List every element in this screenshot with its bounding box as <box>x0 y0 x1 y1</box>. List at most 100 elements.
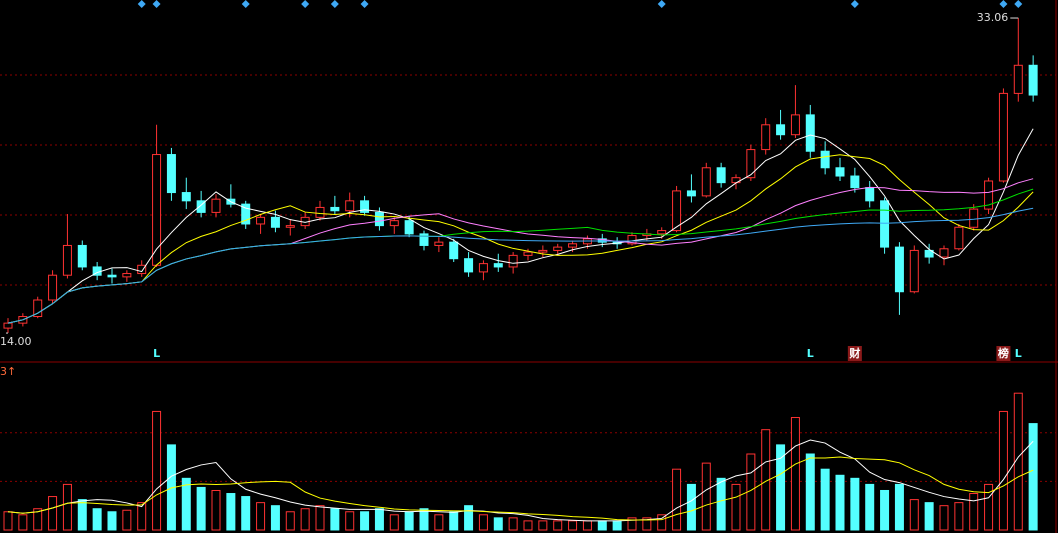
marker-label: L <box>807 347 814 360</box>
volume-bar <box>449 511 459 531</box>
candle-body <box>909 249 919 293</box>
volume-bar <box>701 462 711 531</box>
volume-bar <box>62 483 72 531</box>
candle-body <box>984 180 994 210</box>
volume-bar <box>137 502 147 531</box>
candle-body <box>746 149 756 179</box>
volume-bar <box>241 496 251 531</box>
candle-body <box>404 220 414 235</box>
volume-bar <box>538 520 548 531</box>
candle-body <box>657 230 667 235</box>
volume-bar <box>374 508 384 531</box>
signal-diamond <box>657 0 666 8</box>
volume-bar <box>493 517 503 531</box>
volume-bar <box>1013 392 1023 531</box>
volume-bar <box>984 483 994 531</box>
annotation-label: 33.06 <box>977 11 1009 24</box>
candle-body <box>553 246 563 251</box>
volume-bar <box>256 502 266 531</box>
candle-body <box>761 124 771 151</box>
candle-body <box>62 244 72 276</box>
candle-body <box>790 114 800 136</box>
signal-diamond <box>360 0 369 8</box>
candle-body <box>77 244 87 268</box>
volume-bar <box>285 511 295 531</box>
volume-bar <box>18 514 28 531</box>
candle-body <box>122 273 132 278</box>
signal-diamond <box>152 0 161 8</box>
volume-bar <box>568 520 578 531</box>
volume-bar <box>181 477 191 531</box>
candle-body <box>345 200 355 212</box>
signal-diamond <box>330 0 339 8</box>
candle-body <box>850 175 860 189</box>
marker-label: 财 <box>848 346 860 360</box>
volume-bar <box>152 410 162 531</box>
candle-body <box>107 274 117 278</box>
volume-moving-average <box>7 439 1034 522</box>
candle-body <box>389 220 399 227</box>
volume-bar <box>716 477 726 531</box>
volume-bar <box>776 444 786 531</box>
volume-bar <box>389 514 399 531</box>
candle-body <box>924 249 934 258</box>
volume-bar <box>657 514 667 531</box>
annotation-label: 14.00 <box>0 335 32 348</box>
candle-body <box>137 264 147 275</box>
volume-bar <box>33 508 43 531</box>
volume-bar <box>627 517 637 531</box>
candle-body <box>464 258 474 273</box>
volume-bar <box>850 477 860 531</box>
candle-body <box>701 167 711 197</box>
signal-diamond <box>850 0 859 8</box>
candle-body <box>493 263 503 268</box>
volume-bar <box>48 496 58 531</box>
candle-body <box>523 251 533 256</box>
moving-average <box>7 178 1034 324</box>
volume-bar <box>122 509 132 531</box>
signal-diamond <box>241 0 250 8</box>
volume-bar <box>686 483 696 531</box>
marker-label: L <box>153 347 160 360</box>
candle-body <box>196 200 206 213</box>
candle-body <box>538 249 548 253</box>
volume-bar <box>345 511 355 531</box>
volume-label: 3↑ <box>0 365 16 378</box>
marker-box <box>996 346 1011 361</box>
candle-body <box>820 150 830 169</box>
volume-bar <box>969 493 979 531</box>
candle-body <box>1013 64 1023 94</box>
candle-body <box>776 124 786 136</box>
volume-bar <box>612 520 622 531</box>
signal-diamond <box>301 0 310 8</box>
candle-body <box>166 154 176 194</box>
candle-body <box>686 190 696 197</box>
moving-average <box>7 207 1034 324</box>
volume-bar <box>672 468 682 531</box>
candle-body <box>241 203 251 225</box>
volume-bar <box>909 499 919 531</box>
candle-body <box>894 246 904 293</box>
candle-body <box>998 92 1008 182</box>
volume-bar <box>880 489 890 531</box>
candle-body <box>181 192 191 202</box>
volume-bar <box>642 517 652 531</box>
signal-diamond <box>999 0 1008 8</box>
candle-body <box>211 198 221 213</box>
marker-label: L <box>1015 347 1022 360</box>
signal-diamond <box>1014 0 1023 8</box>
volume-bar <box>92 508 102 531</box>
volume-bar <box>196 486 206 531</box>
marker-label: 榜 <box>998 346 1009 360</box>
candle-body <box>672 190 682 232</box>
volume-bar <box>865 483 875 531</box>
candle-body <box>716 167 726 184</box>
volume-bar <box>924 502 934 531</box>
volume-bar <box>805 453 815 531</box>
volume-bar <box>434 514 444 531</box>
volume-moving-average <box>7 456 1034 521</box>
volume-bar <box>597 520 607 531</box>
volume-bar <box>835 474 845 531</box>
